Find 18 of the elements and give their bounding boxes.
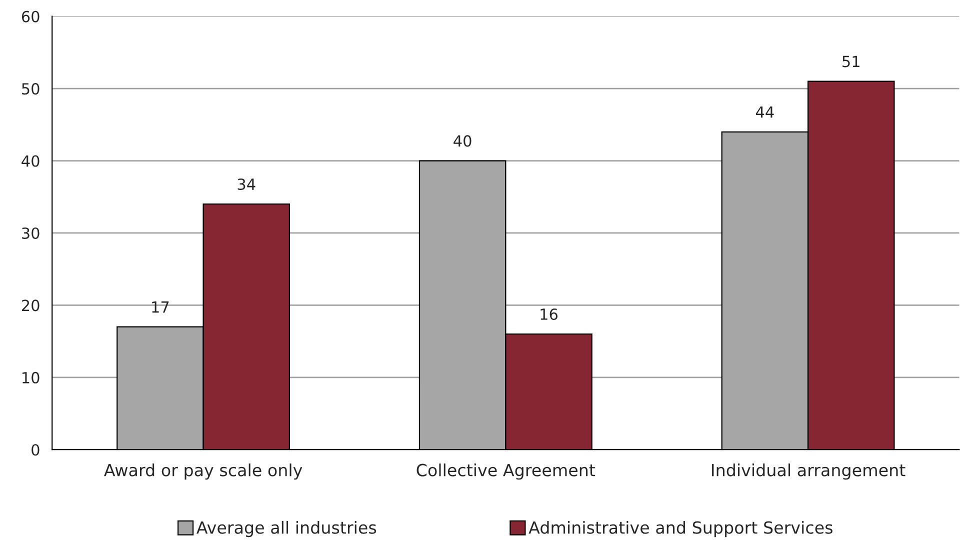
legend-label: Administrative and Support Services	[528, 520, 832, 538]
y-tick-label: 0	[32, 444, 40, 456]
y-tick-label: 30	[22, 227, 40, 240]
x-tick-label: Award or pay scale only	[104, 464, 302, 480]
data-label: 51	[842, 56, 860, 68]
y-tick-label: 50	[22, 83, 40, 95]
y-tick-label: 20	[22, 300, 40, 312]
data-label: 17	[152, 301, 169, 313]
x-tick-label: Collective Agreement	[416, 464, 596, 480]
y-tick-label: 10	[22, 372, 40, 384]
data-label: 34	[238, 178, 256, 190]
data-label: 44	[756, 106, 774, 118]
y-tick-label: 40	[22, 155, 40, 167]
legend-label: Average all industries	[196, 520, 376, 538]
x-tick-label: Individual arrangement	[712, 464, 906, 480]
data-label: 40	[454, 135, 472, 147]
data-label: 16	[540, 308, 558, 320]
y-tick-label: 60	[22, 10, 40, 22]
